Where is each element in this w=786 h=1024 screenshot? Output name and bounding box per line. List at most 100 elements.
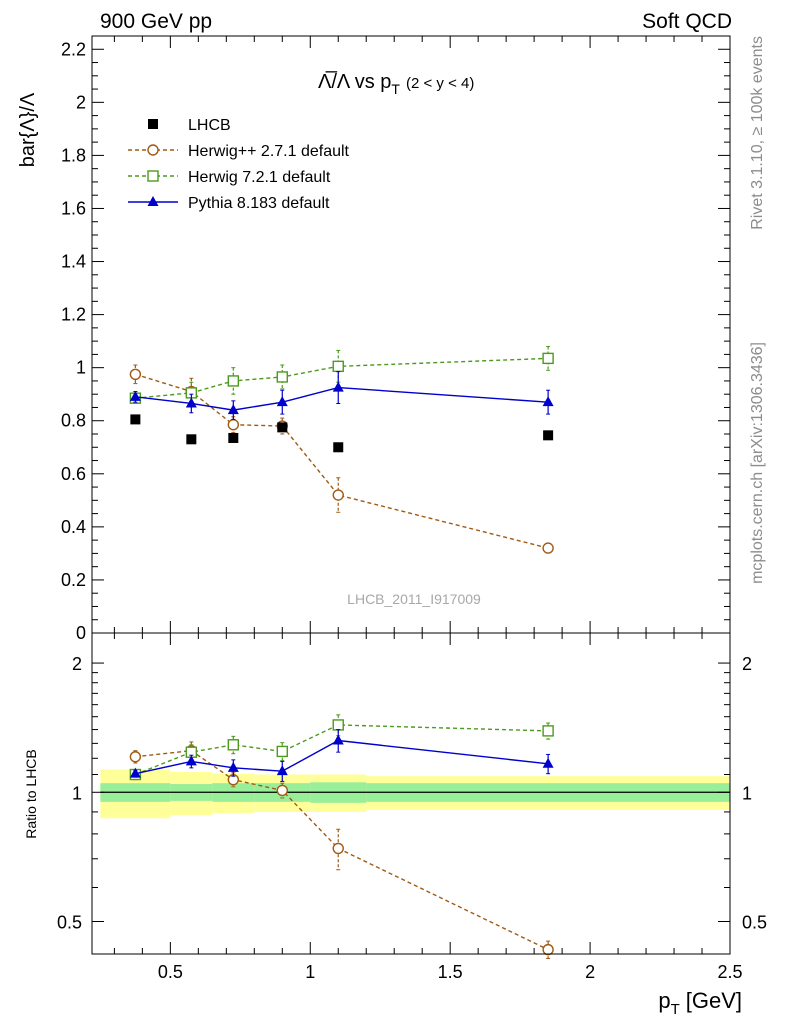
ratio-point — [129, 751, 142, 763]
ratio-tick-label-right: 0.5 — [742, 912, 767, 932]
series-line — [135, 357, 549, 399]
legend-entry: Herwig++ 2.7.1 default — [128, 143, 350, 160]
ratio-tick-label: 2 — [72, 654, 82, 674]
ratio-y-axis-label: Ratio to LHCB — [23, 749, 39, 838]
data-point — [276, 396, 288, 407]
data-point — [332, 381, 344, 392]
legend-marker — [148, 119, 158, 129]
y-tick-label: 0.2 — [61, 570, 86, 590]
legend-entry: Pythia 8.183 default — [128, 195, 330, 212]
legend-marker — [147, 196, 159, 206]
legend-entry: LHCB — [148, 117, 231, 134]
main-plot-panel: 0 0.2 0.4 0.6 0.8 1 1.2 1.4 1.6 1.8 2 2.2 Λ̅/Λ vs p… — [17, 35, 731, 643]
legend-marker — [147, 170, 159, 182]
data-point — [543, 430, 554, 441]
x-tick-label: 2.5 — [717, 962, 742, 982]
y-tick-label: 1.2 — [61, 305, 86, 325]
ratio-tick-label-right: 2 — [742, 654, 752, 674]
data-point — [228, 432, 239, 443]
ratio-tick-label: 0.5 — [57, 912, 82, 932]
data-point — [129, 390, 141, 401]
series-lhcb — [130, 414, 554, 453]
y-axis-label: bar{Λ}/Λ — [17, 92, 39, 167]
ratio-point — [185, 755, 197, 766]
x-axis-label-main: p — [658, 988, 670, 1013]
y-tick-label: 1.6 — [61, 198, 86, 218]
data-point — [332, 489, 344, 501]
x-tick-label: 1 — [305, 962, 315, 982]
series-herwig-7-2-1-default — [129, 345, 554, 404]
data-point — [276, 371, 288, 383]
mcplots-label: mcplots.cern.ch [arXiv:1306.3436] — [749, 342, 766, 584]
legend-label: Herwig 7.2.1 default — [188, 169, 331, 186]
rivet-version-label: Rivet 3.1.10, ≥ 100k events — [749, 36, 766, 230]
ratio-series-herwig-7-2-1-default — [129, 714, 554, 781]
x-tick-label: 2 — [585, 962, 595, 982]
x-axis: 0.5 1 1.5 2 2.5 — [158, 962, 743, 982]
legend-entry: Herwig 7.2.1 default — [128, 169, 331, 186]
x-tick-label: 0.5 — [158, 962, 183, 982]
x-tick-label: 1.5 — [438, 962, 463, 982]
y-tick-label: 2 — [76, 92, 86, 112]
legend-label: LHCB — [188, 117, 231, 134]
data-point — [542, 542, 554, 554]
ratio-point — [542, 757, 554, 768]
legend: LHCB Herwig++ 2.7.1 default Herwig 7.2.1 d… — [128, 117, 350, 212]
ratio-plot-panel: 0.5 0.5 1 1 2 2 Ratio to LHCB — [23, 632, 767, 959]
data-point — [129, 368, 142, 380]
x-axis-label-subscript: T — [671, 1001, 680, 1018]
data-point — [332, 360, 344, 373]
plot-title: Λ̅/Λ vs pT (2 < y < 4) — [318, 70, 474, 97]
x-axis-label: pT [GeV] — [658, 988, 742, 1018]
legend-label: Pythia 8.183 default — [188, 195, 330, 212]
ratio-point — [276, 784, 288, 797]
series-line — [135, 386, 549, 411]
plot-title-main: Λ̅/Λ vs p — [318, 70, 391, 93]
legend-marker — [147, 144, 159, 156]
ratio-point — [332, 734, 344, 745]
ratio-point — [276, 765, 288, 776]
category-label: Soft QCD — [642, 10, 732, 33]
data-point — [185, 397, 197, 408]
ratio-tick-label: 1 — [72, 783, 82, 803]
series-line — [135, 724, 549, 776]
y-tick-label: 1.4 — [61, 252, 86, 272]
data-point — [227, 375, 240, 387]
collision-label: 900 GeV pp — [100, 10, 212, 33]
data-point — [542, 396, 554, 407]
ratio-point — [332, 842, 344, 855]
data-point — [186, 434, 197, 445]
ratio-point — [129, 767, 141, 778]
y-tick-label: 1 — [76, 358, 86, 378]
y-tick-label: 2.2 — [61, 39, 86, 59]
ratio-plot-frame — [91, 632, 731, 955]
ratio-point — [227, 761, 239, 772]
ratio-series-pythia-8-183-default — [129, 729, 554, 782]
data-point — [227, 404, 239, 415]
data-point — [542, 352, 554, 365]
legend-label: Herwig++ 2.7.1 default — [188, 143, 350, 160]
y-tick-label: 0.6 — [61, 464, 86, 484]
ratio-point — [227, 739, 240, 751]
plot-title-range: (2 < y < 4) — [406, 75, 474, 92]
y-tick-label: 0.8 — [61, 411, 86, 431]
ratio-tick-label-right: 1 — [742, 783, 752, 803]
ratio-point — [332, 719, 344, 731]
ratio-point — [542, 725, 554, 737]
data-point — [227, 419, 240, 431]
analysis-watermark: LHCB_2011_I917009 — [347, 591, 481, 607]
plot-title-subscript: T — [391, 81, 400, 97]
data-point — [333, 442, 344, 453]
ratio-point — [542, 943, 554, 956]
x-axis-label-unit: [GeV] — [686, 988, 742, 1013]
data-point — [130, 414, 141, 425]
data-point — [277, 422, 288, 433]
series-line — [135, 739, 549, 775]
ratio-point — [276, 745, 288, 758]
y-tick-label: 0.4 — [61, 517, 86, 537]
series-line — [135, 373, 549, 549]
series-pythia-8-183-default — [129, 371, 554, 420]
series-line — [135, 749, 549, 951]
y-tick-label: 1.8 — [61, 145, 86, 165]
